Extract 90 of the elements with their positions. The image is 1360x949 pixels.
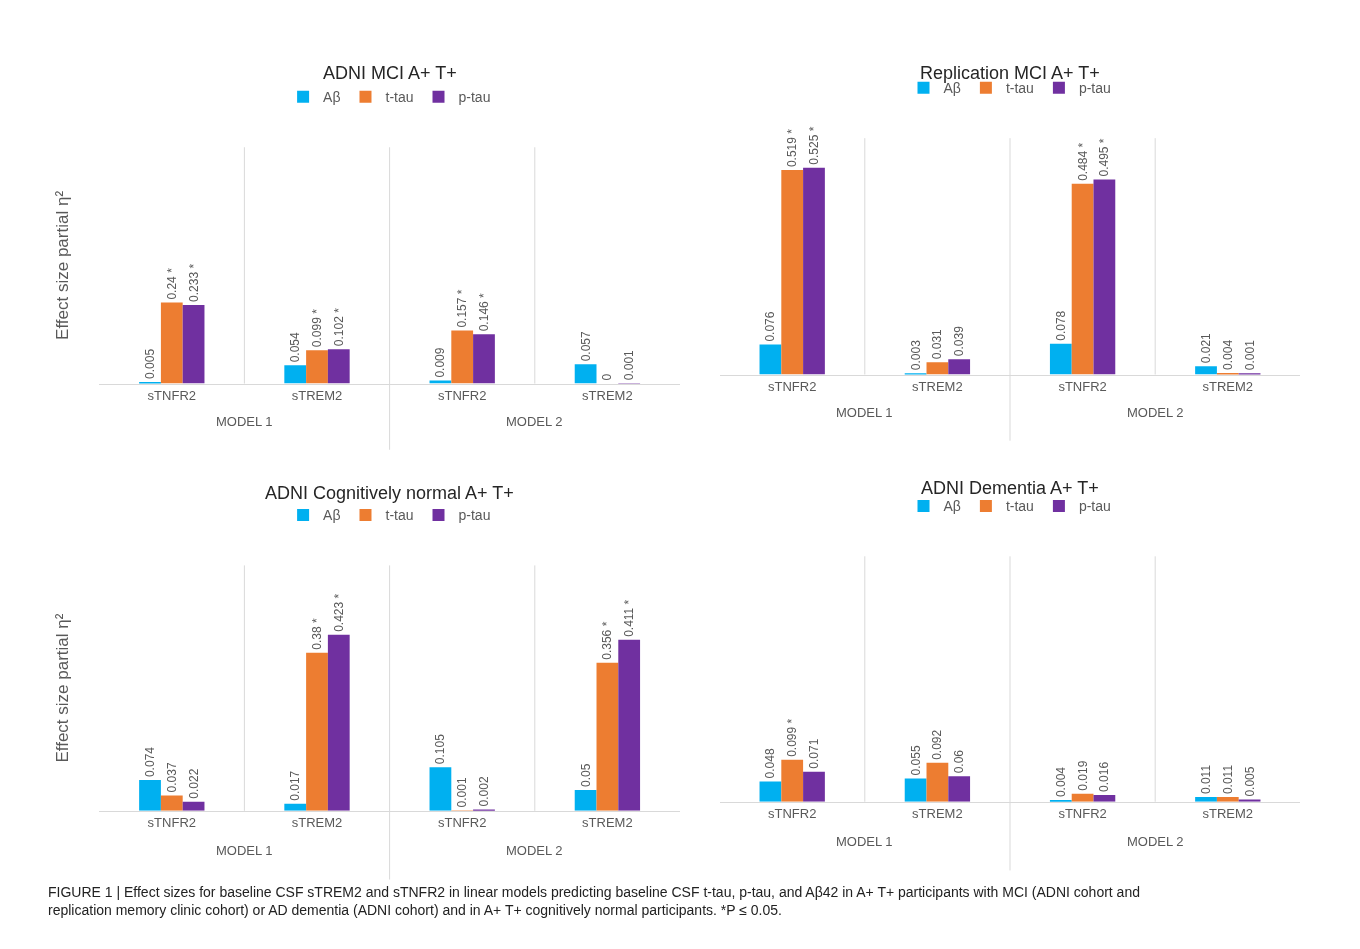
data-label: 0.001	[622, 349, 637, 381]
data-label: 0.003	[908, 339, 923, 371]
data-label: 0.06	[952, 749, 967, 774]
data-label: 0.099 *	[785, 718, 800, 757]
data-label: 0.011	[1199, 764, 1214, 795]
x-tick-label: sTREM2	[291, 815, 343, 831]
x-tick-label: sTREM2	[912, 806, 963, 822]
data-label: 0.519 *	[785, 128, 800, 168]
data-label: 0.001	[455, 777, 470, 808]
data-label: 0.054	[288, 332, 303, 363]
text: MODEL 1	[216, 414, 273, 429]
x-tick-label: sTREM2	[291, 388, 343, 404]
legend-label: Aβ	[943, 498, 961, 515]
data-label: 0	[600, 373, 615, 381]
data-label: 0.039	[952, 325, 967, 357]
text: MODEL 1	[836, 405, 893, 420]
x-tick-label: sTREM2	[1202, 379, 1254, 395]
legend-label: t-tau	[1005, 498, 1034, 515]
x-tick-label: sTREM2	[912, 379, 963, 395]
data-label: 0.233 *	[186, 263, 201, 302]
legend-label: p-tau	[458, 507, 491, 524]
x-tick-label: sTNFR2	[438, 388, 487, 404]
y-axis-title: Effect size partial η²	[52, 190, 72, 340]
legend-label: t-tau	[1005, 80, 1034, 97]
data-label: 0.484 *	[1075, 142, 1090, 181]
x-tick-label: sTNFR2	[147, 388, 196, 404]
x-tick-label: sTNFR2	[768, 379, 817, 395]
text: MODEL 2	[506, 843, 563, 858]
data-label: 0.24 *	[164, 267, 179, 300]
x-tick-label: sTNFR2	[768, 806, 817, 822]
chart-title: ADNI Cognitively normal A+ T+	[265, 483, 514, 503]
caption: FIGURE 1 | Effect sizes for baseline CSF sTREM2 and sTNFR2 in linear models predicting baseline CSF t-tau, p-tau, and Aβ42 in A+ T+ participants with MCI (ADNI cohort and replication memory clinic cohort) or AD dementia (ADNI cohort) and in A+ T+ cognitively normal participants. *P ≤ 0.05.	[48, 884, 1140, 919]
data-label: 0.005	[1242, 766, 1257, 797]
legend-label: t-tau	[385, 89, 414, 106]
x-tick-label: sTREM2	[582, 815, 633, 831]
legend-label: p-tau	[458, 89, 491, 106]
data-label: 0.411 *	[622, 599, 637, 637]
data-label: 0.092	[930, 729, 945, 760]
data-label: 0.057	[578, 331, 593, 362]
data-label: 0.002	[476, 776, 491, 807]
data-label: 0.074	[143, 746, 158, 778]
data-label: 0.38 *	[310, 618, 324, 650]
text: MODEL 1	[836, 834, 893, 849]
data-label: 0.495 *	[1097, 138, 1112, 177]
chart-title: ADNI Dementia A+ T+	[921, 478, 1099, 498]
legend-label: Aβ	[323, 89, 341, 106]
data-label: 0.017	[288, 770, 303, 801]
data-label: 0.423 *	[331, 593, 346, 632]
x-tick-label: sTNFR2	[1058, 806, 1107, 822]
data-label: 0.146 *	[476, 292, 491, 332]
text: MODEL 2	[1127, 405, 1184, 420]
data-label: 0.001	[1242, 339, 1257, 371]
chart-title: Replication MCI A+ T+	[920, 63, 1100, 83]
data-label: 0.019	[1075, 760, 1090, 791]
legend-label: Aβ	[323, 507, 341, 524]
data-label: 0.031	[930, 328, 945, 360]
chart-title: ADNI MCI A+ T+	[323, 63, 457, 83]
data-label: 0.105	[433, 733, 448, 765]
x-tick-label: sTREM2	[1202, 806, 1254, 822]
data-label: 0.004	[1053, 766, 1068, 798]
data-label: 0.356 *	[600, 621, 615, 660]
data-label: 0.016	[1097, 761, 1112, 792]
data-label: 0.157 *	[455, 289, 470, 328]
text: MODEL 1	[216, 843, 273, 858]
data-label: 0.055	[908, 745, 923, 776]
y-axis-title: Effect size partial η²	[52, 613, 72, 763]
data-label: 0.005	[143, 348, 158, 379]
data-label: 0.048	[763, 748, 778, 779]
text: MODEL 2	[1127, 834, 1184, 849]
text: MODEL 2	[506, 414, 563, 429]
x-tick-label: sTREM2	[582, 388, 633, 404]
x-tick-label: sTNFR2	[438, 815, 487, 831]
legend-label: p-tau	[1078, 498, 1111, 515]
data-label: 0.071	[806, 738, 821, 769]
x-tick-label: sTNFR2	[1058, 379, 1107, 395]
legend-label: t-tau	[385, 507, 414, 524]
data-label: 0.022	[186, 768, 201, 799]
data-label: 0.011	[1220, 764, 1235, 795]
data-label: 0.078	[1053, 310, 1068, 341]
data-label: 0.009	[433, 347, 448, 378]
data-label: 0.076	[763, 311, 778, 342]
data-label: 0.05	[578, 763, 593, 788]
data-label: 0.004	[1220, 339, 1235, 370]
data-label: 0.102 *	[331, 307, 346, 347]
legend-label: p-tau	[1078, 80, 1111, 97]
data-label: 0.099 *	[310, 308, 324, 348]
data-label: 0.021	[1199, 332, 1214, 364]
data-label: 0.525 *	[806, 126, 821, 165]
x-tick-label: sTNFR2	[147, 815, 196, 831]
data-label: 0.037	[164, 762, 179, 793]
